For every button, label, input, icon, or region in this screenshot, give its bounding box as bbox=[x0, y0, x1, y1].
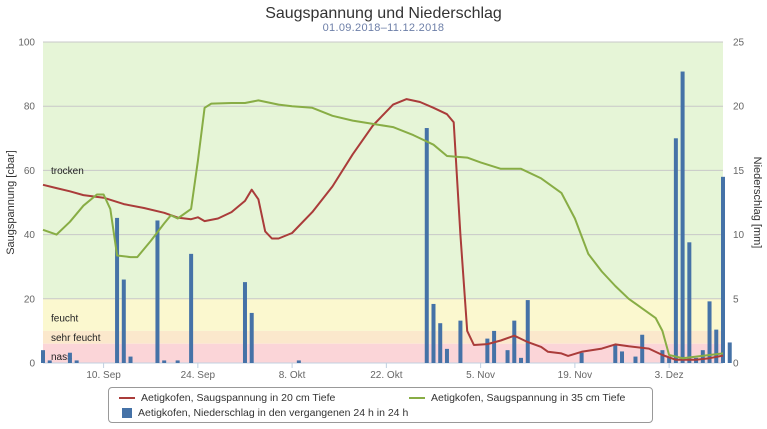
precipitation-bar bbox=[727, 342, 732, 363]
precipitation-bar bbox=[431, 303, 436, 363]
precipitation-bar bbox=[175, 360, 180, 363]
precipitation-bar bbox=[458, 320, 463, 363]
y-left-tick-label: 0 bbox=[29, 359, 35, 370]
legend-swatch-35cm bbox=[409, 397, 425, 399]
precipitation-bar bbox=[128, 356, 133, 363]
precipitation-bar bbox=[47, 360, 52, 363]
precipitation-bar bbox=[620, 351, 625, 363]
precipitation-bar bbox=[242, 282, 247, 363]
precipitation-bar bbox=[579, 352, 584, 363]
precipitation-bar bbox=[444, 348, 449, 363]
band-nass bbox=[43, 343, 723, 363]
y-right-tick-label: 15 bbox=[733, 166, 745, 177]
band-feucht bbox=[43, 298, 723, 331]
precipitation-bar bbox=[67, 352, 72, 363]
band-sehr-feucht bbox=[43, 330, 723, 344]
chart-legend: Aetigkofen, Saugspannung in 20 cm Tiefe … bbox=[108, 387, 653, 423]
legend-item-20cm[interactable]: Aetigkofen, Saugspannung in 20 cm Tiefe bbox=[119, 392, 335, 404]
band-label-sehr-feucht: sehr feucht bbox=[51, 333, 101, 344]
y-left-tick-label: 60 bbox=[24, 166, 36, 177]
precipitation-bar bbox=[121, 279, 126, 363]
series-line-35cm bbox=[42, 99, 724, 360]
y-right-tick-label: 20 bbox=[733, 102, 745, 113]
precipitation-bar bbox=[525, 300, 530, 363]
precipitation-bar bbox=[485, 338, 490, 363]
chart-title: Saugspannung und Niederschlag bbox=[265, 5, 502, 22]
precipitation-bar bbox=[721, 176, 725, 363]
y-right-tick-label: 25 bbox=[733, 38, 745, 49]
precipitation-bar bbox=[189, 253, 194, 363]
y-left-tick-label: 40 bbox=[24, 230, 36, 241]
band-label-trocken: trocken bbox=[51, 166, 84, 177]
precipitation-bar bbox=[296, 360, 301, 363]
x-tick-label: 24. Sep bbox=[181, 370, 216, 381]
x-tick-label: 10. Sep bbox=[86, 370, 121, 381]
legend-swatch-20cm bbox=[119, 397, 135, 399]
precipitation-bar bbox=[640, 334, 645, 363]
y-right-tick-label: 5 bbox=[733, 294, 739, 305]
precipitation-bar bbox=[660, 350, 665, 363]
precipitation-bar bbox=[505, 350, 510, 363]
precipitation-bar bbox=[707, 301, 712, 363]
precipitation-bar bbox=[613, 345, 618, 363]
precipitation-bar bbox=[162, 360, 167, 363]
precipitation-bar bbox=[249, 312, 254, 363]
chart-subtitle: 01.09.2018–11.12.2018 bbox=[322, 22, 445, 34]
legend-item-35cm[interactable]: Aetigkofen, Saugspannung in 35 cm Tiefe bbox=[409, 392, 625, 404]
legend-label-niederschlag: Aetigkofen, Niederschlag in den vergange… bbox=[138, 407, 409, 419]
band-label-nass: nass bbox=[51, 352, 72, 363]
legend-label-35cm: Aetigkofen, Saugspannung in 35 cm Tiefe bbox=[431, 392, 626, 404]
precipitation-bar bbox=[687, 242, 692, 363]
precipitation-bar bbox=[673, 138, 678, 363]
legend-item-niederschlag[interactable]: Aetigkofen, Niederschlag in den vergange… bbox=[119, 407, 408, 419]
y-left-tick-label: 20 bbox=[24, 294, 36, 305]
precipitation-bar bbox=[667, 356, 672, 363]
y-right-axis-title: Niederschlag [mm] bbox=[751, 157, 763, 249]
precipitation-bar bbox=[74, 360, 79, 363]
precipitation-bar bbox=[680, 71, 685, 364]
x-tick-label: 3. Dez bbox=[655, 370, 684, 381]
precipitation-bar bbox=[492, 330, 497, 363]
legend-swatch-niederschlag bbox=[122, 408, 132, 418]
x-tick-label: 22. Okt bbox=[370, 370, 402, 381]
precipitation-bar bbox=[633, 356, 638, 363]
y-left-axis-title: Saugspannung [cbar] bbox=[5, 150, 17, 255]
y-left-tick-label: 100 bbox=[18, 38, 35, 49]
precipitation-bar bbox=[512, 320, 517, 363]
precipitation-bar bbox=[424, 128, 429, 363]
x-tick-label: 19. Nov bbox=[558, 370, 592, 381]
y-left-tick-label: 80 bbox=[24, 102, 36, 113]
precipitation-bar bbox=[519, 357, 524, 363]
x-tick-label: 8. Okt bbox=[279, 370, 306, 381]
precipitation-bar bbox=[115, 217, 120, 363]
precipitation-bar bbox=[438, 323, 443, 363]
legend-label-20cm: Aetigkofen, Saugspannung in 20 cm Tiefe bbox=[141, 392, 336, 404]
precipitation-bar bbox=[155, 220, 160, 363]
precipitation-bar bbox=[41, 350, 45, 363]
x-tick-label: 5. Nov bbox=[466, 370, 495, 381]
series-line-20cm bbox=[42, 98, 724, 361]
y-right-tick-label: 10 bbox=[733, 230, 745, 241]
band-label-feucht: feucht bbox=[51, 314, 78, 325]
precipitation-bar bbox=[714, 329, 719, 363]
y-right-tick-label: 0 bbox=[733, 359, 739, 370]
